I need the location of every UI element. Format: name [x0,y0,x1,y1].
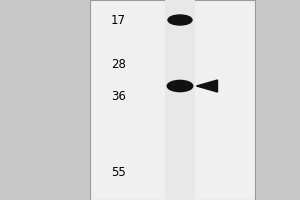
Ellipse shape [167,80,193,92]
Bar [165,0,195,200]
Text: 36: 36 [111,90,126,102]
Polygon shape [196,80,218,92]
Text: 17: 17 [111,14,126,26]
Text: 28: 28 [111,58,126,71]
Ellipse shape [168,15,192,25]
Text: 55: 55 [111,166,126,178]
Bar [90,0,255,200]
